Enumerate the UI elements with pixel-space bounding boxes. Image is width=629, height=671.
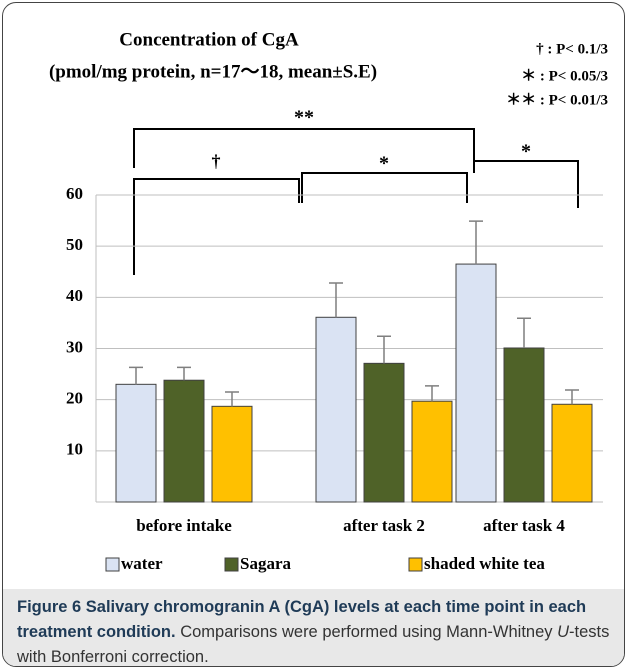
brackets [133,128,579,275]
bar [163,379,205,503]
significance-note: † : P< 0.1/3 [536,41,608,57]
y-tick-label: 60 [66,184,83,203]
bar [363,362,405,503]
bar [455,263,497,503]
bar [315,316,357,503]
y-tick-label: 30 [66,337,83,356]
x-tick-label: after task 2 [343,516,425,535]
bar [115,383,157,503]
y-tick-label: 10 [66,440,83,459]
error-bar [469,220,483,265]
x-tick-label: before intake [136,516,232,535]
error-bar [565,389,579,405]
bracket-label: * [521,141,531,163]
legend-swatch [105,557,120,572]
significance-note: ＊ : P< 0.05/3 [521,68,608,84]
x-tick-label: after task 4 [483,516,565,535]
y-tick-label: 40 [66,286,83,305]
significance-note: ＊＊ : P< 0.01/3 [506,92,608,108]
caption-text: -tests with Bonferroni correction. [17,623,610,666]
bracket [133,178,300,275]
chart-subtitle: (pmol/mg protein, n=17～18, mean±S.E) [49,61,377,82]
error-bar [377,335,391,364]
error-bar [425,385,439,402]
caption-title: Salivary chromogranin A (CgA) levels at … [17,598,587,641]
error-bar [517,317,531,348]
y-tick-label: 50 [66,235,83,254]
bracket-label: ** [294,107,314,129]
caption-text: U [557,623,570,641]
y-tick-label: 20 [66,389,83,408]
legend-label: water [121,554,163,573]
chart: Concentration of CgA (pmol/mg protein, n… [49,29,608,573]
bracket-label: † [212,151,221,171]
error-bar [225,391,239,407]
error-bar [177,366,191,381]
bar [551,403,593,503]
bracket [301,172,468,203]
caption-label: Figure 6 [17,598,82,616]
bracket-label: * [379,153,389,175]
bracket [133,128,475,168]
error-bar [129,366,143,385]
bar [503,347,545,503]
caption-text: Comparisons were performed using Mann-Wh… [180,623,558,641]
error-bar [329,282,343,318]
legend-swatch [224,557,239,572]
bar [411,400,453,503]
legend-label: Sagara [240,554,292,573]
bar [211,405,253,503]
bracket [473,160,579,208]
legend-swatch [408,557,423,572]
chart-title: Concentration of CgA [119,29,299,50]
legend-label: shaded white tea [424,554,545,573]
caption: Figure 6 Salivary chromogranin A (CgA) l… [3,589,624,666]
